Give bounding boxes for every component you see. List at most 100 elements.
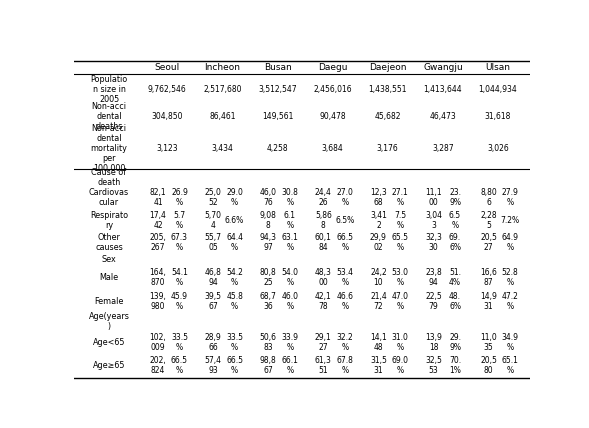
Text: Sex: Sex bbox=[102, 255, 117, 264]
Text: 27.9
%: 27.9 % bbox=[502, 188, 518, 208]
Text: Cardiovas
cular: Cardiovas cular bbox=[89, 188, 129, 208]
Text: 2,28
5: 2,28 5 bbox=[480, 211, 497, 230]
Text: Non-acci
dental
deaths: Non-acci dental deaths bbox=[91, 101, 127, 131]
Text: 9,08
8: 9,08 8 bbox=[260, 211, 277, 230]
Text: 32,5
53: 32,5 53 bbox=[425, 356, 442, 375]
Text: 33.5
%: 33.5 % bbox=[226, 333, 243, 352]
Text: 47.0
%: 47.0 % bbox=[392, 292, 408, 311]
Text: 23.
9%: 23. 9% bbox=[449, 188, 461, 208]
Text: 51.
4%: 51. 4% bbox=[449, 268, 461, 287]
Text: 70.
1%: 70. 1% bbox=[449, 356, 461, 375]
Text: 23,8
94: 23,8 94 bbox=[425, 268, 442, 287]
Text: 31,5
31: 31,5 31 bbox=[370, 356, 387, 375]
Text: 14,9
31: 14,9 31 bbox=[480, 292, 497, 311]
Text: Respirato
ry: Respirato ry bbox=[90, 211, 128, 230]
Text: 57,4
93: 57,4 93 bbox=[204, 356, 221, 375]
Text: 46.0
%: 46.0 % bbox=[281, 292, 298, 311]
Text: 6.5%: 6.5% bbox=[335, 216, 355, 225]
Text: 5,70
4: 5,70 4 bbox=[204, 211, 221, 230]
Text: 33.5
%: 33.5 % bbox=[171, 333, 188, 352]
Text: 16,6
87: 16,6 87 bbox=[480, 268, 497, 287]
Text: 45.8
%: 45.8 % bbox=[226, 292, 243, 311]
Text: 3,434: 3,434 bbox=[211, 144, 233, 153]
Text: 66.5
%: 66.5 % bbox=[336, 232, 353, 252]
Text: 69.
6%: 69. 6% bbox=[449, 232, 461, 252]
Text: 98,8
67: 98,8 67 bbox=[260, 356, 277, 375]
Text: 164,
870: 164, 870 bbox=[150, 268, 167, 287]
Text: 28,9
66: 28,9 66 bbox=[205, 333, 221, 352]
Text: Age≥65: Age≥65 bbox=[92, 361, 125, 370]
Text: 54.0
%: 54.0 % bbox=[281, 268, 298, 287]
Text: 20,5
80: 20,5 80 bbox=[480, 356, 497, 375]
Text: 55,7
05: 55,7 05 bbox=[204, 232, 221, 252]
Text: 65.5
%: 65.5 % bbox=[392, 232, 408, 252]
Text: 11,0
35: 11,0 35 bbox=[480, 333, 497, 352]
Text: 102,
009: 102, 009 bbox=[150, 333, 166, 352]
Text: 45,682: 45,682 bbox=[375, 112, 401, 121]
Text: 53.0
%: 53.0 % bbox=[392, 268, 408, 287]
Text: Busan: Busan bbox=[264, 63, 292, 72]
Text: 53.4
%: 53.4 % bbox=[336, 268, 353, 287]
Text: 46,0
76: 46,0 76 bbox=[260, 188, 277, 208]
Text: 3,287: 3,287 bbox=[432, 144, 454, 153]
Text: 64.9
%: 64.9 % bbox=[502, 232, 518, 252]
Text: 27.0
%: 27.0 % bbox=[336, 188, 353, 208]
Text: 3,176: 3,176 bbox=[377, 144, 399, 153]
Text: 7.2%: 7.2% bbox=[501, 216, 519, 225]
Text: 54.2
%: 54.2 % bbox=[226, 268, 243, 287]
Text: 21,4
72: 21,4 72 bbox=[370, 292, 387, 311]
Text: 48,3
00: 48,3 00 bbox=[315, 268, 332, 287]
Text: 24,2
10: 24,2 10 bbox=[370, 268, 387, 287]
Text: 50,6
83: 50,6 83 bbox=[260, 333, 277, 352]
Text: 22,5
79: 22,5 79 bbox=[425, 292, 442, 311]
Text: 42,1
78: 42,1 78 bbox=[315, 292, 332, 311]
Text: 8,80
6: 8,80 6 bbox=[480, 188, 497, 208]
Text: 69.0
%: 69.0 % bbox=[392, 356, 408, 375]
Text: 20,5
27: 20,5 27 bbox=[480, 232, 497, 252]
Text: 25,0
52: 25,0 52 bbox=[204, 188, 221, 208]
Text: Age<65: Age<65 bbox=[92, 338, 125, 347]
Text: 1,438,551: 1,438,551 bbox=[369, 85, 407, 94]
Text: Populatio
n size in
2005: Populatio n size in 2005 bbox=[90, 74, 128, 104]
Text: 32.2
%: 32.2 % bbox=[336, 333, 353, 352]
Text: 64.4
%: 64.4 % bbox=[226, 232, 243, 252]
Text: Incheon: Incheon bbox=[204, 63, 240, 72]
Text: 33.9
%: 33.9 % bbox=[281, 333, 298, 352]
Text: 14,1
48: 14,1 48 bbox=[370, 333, 387, 352]
Text: Other
causes: Other causes bbox=[95, 232, 123, 252]
Text: Cause of
death: Cause of death bbox=[91, 168, 127, 187]
Text: 31,618: 31,618 bbox=[485, 112, 511, 121]
Text: 66.1
%: 66.1 % bbox=[282, 356, 298, 375]
Text: 3,41
2: 3,41 2 bbox=[370, 211, 387, 230]
Text: 68,7
36: 68,7 36 bbox=[260, 292, 277, 311]
Text: Daegu: Daegu bbox=[318, 63, 348, 72]
Text: 65.1
%: 65.1 % bbox=[502, 356, 518, 375]
Text: 1,413,644: 1,413,644 bbox=[423, 85, 462, 94]
Text: 11,1
00: 11,1 00 bbox=[425, 188, 442, 208]
Text: 6.5
%: 6.5 % bbox=[449, 211, 461, 230]
Text: 46.6
%: 46.6 % bbox=[336, 292, 353, 311]
Text: 5,86
8: 5,86 8 bbox=[315, 211, 332, 230]
Text: 67.8
%: 67.8 % bbox=[336, 356, 353, 375]
Text: 29,9
02: 29,9 02 bbox=[370, 232, 387, 252]
Text: 24,4
26: 24,4 26 bbox=[315, 188, 332, 208]
Text: 27.1
%: 27.1 % bbox=[392, 188, 408, 208]
Text: 61,3
51: 61,3 51 bbox=[315, 356, 332, 375]
Text: 67.3
%: 67.3 % bbox=[171, 232, 188, 252]
Text: 39,5
67: 39,5 67 bbox=[204, 292, 221, 311]
Text: 31.0
%: 31.0 % bbox=[392, 333, 408, 352]
Text: 139,
980: 139, 980 bbox=[150, 292, 167, 311]
Text: 60,1
84: 60,1 84 bbox=[315, 232, 332, 252]
Text: 12,3
68: 12,3 68 bbox=[370, 188, 387, 208]
Text: Daejeon: Daejeon bbox=[369, 63, 406, 72]
Text: 304,850: 304,850 bbox=[151, 112, 183, 121]
Text: 2,456,016: 2,456,016 bbox=[313, 85, 352, 94]
Text: 6.1
%: 6.1 % bbox=[284, 211, 296, 230]
Text: 86,461: 86,461 bbox=[209, 112, 236, 121]
Text: 4,258: 4,258 bbox=[267, 144, 289, 153]
Text: 48.
6%: 48. 6% bbox=[449, 292, 461, 311]
Text: 54.1
%: 54.1 % bbox=[171, 268, 188, 287]
Text: 80,8
25: 80,8 25 bbox=[260, 268, 277, 287]
Text: Non-acci
dental
mortality
per
100,000: Non-acci dental mortality per 100,000 bbox=[91, 124, 127, 173]
Text: 94,3
97: 94,3 97 bbox=[260, 232, 277, 252]
